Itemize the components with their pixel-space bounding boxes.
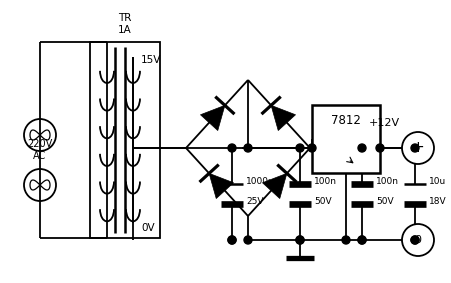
Text: +: + [411, 140, 423, 155]
Circle shape [244, 144, 252, 152]
Circle shape [341, 236, 349, 244]
Circle shape [357, 236, 365, 244]
Text: 18V: 18V [428, 198, 446, 207]
Polygon shape [271, 105, 295, 130]
Text: 0V: 0V [141, 223, 154, 233]
Text: 0: 0 [414, 235, 421, 245]
Text: 220V
AC: 220V AC [28, 139, 52, 161]
Circle shape [295, 144, 304, 152]
Circle shape [410, 236, 418, 244]
Text: 50V: 50V [313, 198, 331, 207]
Circle shape [295, 236, 304, 244]
Polygon shape [262, 173, 286, 199]
Circle shape [307, 144, 315, 152]
Circle shape [401, 224, 433, 256]
Polygon shape [209, 173, 233, 199]
Circle shape [375, 144, 383, 152]
Text: 7812: 7812 [330, 115, 360, 128]
Text: 50V: 50V [375, 198, 393, 207]
Text: 25V: 25V [245, 198, 263, 207]
Text: 100n: 100n [313, 177, 336, 186]
Text: 15V: 15V [141, 55, 161, 65]
Text: 10u: 10u [428, 177, 445, 186]
Circle shape [244, 236, 252, 244]
Circle shape [227, 144, 235, 152]
Circle shape [401, 132, 433, 164]
Bar [90, 42, 160, 238]
Bar [311, 105, 379, 173]
Circle shape [227, 236, 235, 244]
Text: TR
1A: TR 1A [118, 13, 132, 35]
Circle shape [295, 236, 304, 244]
Polygon shape [200, 105, 225, 130]
Circle shape [357, 144, 365, 152]
Circle shape [410, 236, 418, 244]
Text: 100n: 100n [375, 177, 398, 186]
Circle shape [357, 236, 365, 244]
Text: +12V: +12V [368, 118, 399, 128]
Text: 1000u: 1000u [245, 177, 274, 186]
Circle shape [410, 144, 418, 152]
Circle shape [227, 236, 235, 244]
